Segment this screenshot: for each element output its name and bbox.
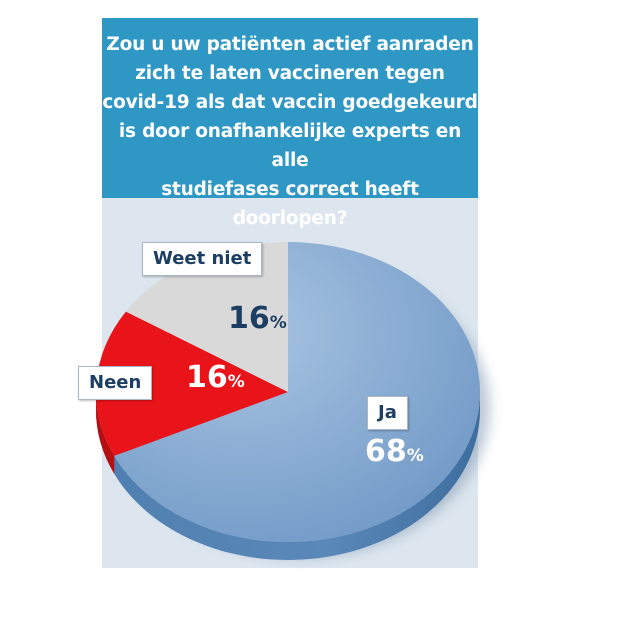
pct-weet-niet-value: 16 [228,301,270,336]
label-weet-niet: Weet niet [142,242,263,276]
pct-ja: 68% [365,437,424,471]
pie-edge-neen [96,392,115,474]
pct-weet-niet-unit: % [269,313,287,333]
title-header [102,18,478,198]
label-neen: Neen [78,366,153,400]
pct-ja-value: 68 [365,434,407,469]
pie-slice-ja [114,242,481,542]
pct-ja-unit: % [406,446,424,466]
pie-slice-weet-niet [125,242,288,392]
pct-neen: 16% [186,363,245,397]
pct-neen-unit: % [227,372,245,392]
pct-neen-value: 16 [186,360,228,395]
chart-title: Zou u uw patiënten actief aanraden zich … [102,34,478,229]
pie-slice-neen [96,311,289,456]
label-ja: Ja [367,396,408,430]
pct-weet-niet: 16% [228,304,287,338]
